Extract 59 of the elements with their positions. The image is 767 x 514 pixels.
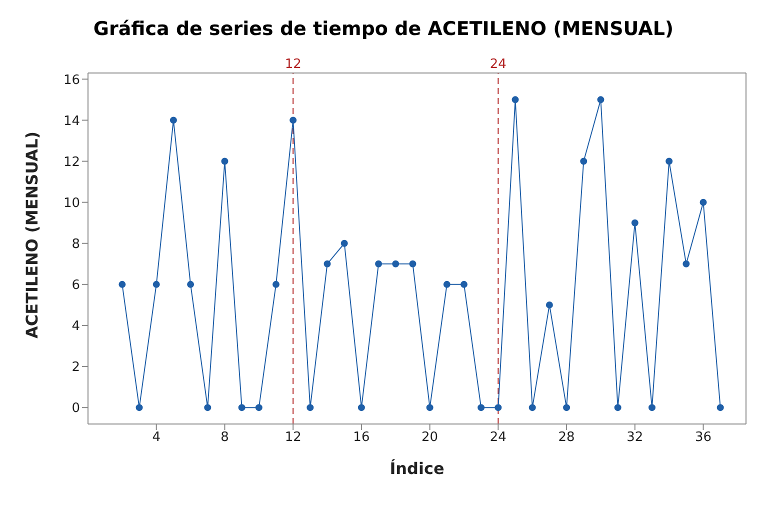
- chart-title: Gráfica de series de tiempo de ACETILENO (MENSUAL): [92, 18, 675, 40]
- x-tick-label: 28: [558, 430, 575, 446]
- x-tick-label: 24: [490, 430, 506, 446]
- y-axis-title: ACETILENO (MENSUAL): [22, 131, 42, 338]
- point: [409, 260, 416, 268]
- point: [426, 404, 434, 412]
- point: [324, 260, 331, 268]
- y-tick-label: 6: [72, 278, 80, 294]
- y-tick-label: 8: [72, 236, 80, 252]
- point: [358, 404, 365, 412]
- y-tick-label: 14: [63, 114, 80, 129]
- point: [290, 116, 297, 124]
- x-tick-label: 12: [284, 430, 302, 446]
- point: [204, 404, 212, 412]
- point: [597, 96, 604, 104]
- point: [563, 404, 570, 412]
- point: [716, 404, 724, 412]
- point: [392, 260, 400, 268]
- y-tick-label: 16: [63, 72, 80, 88]
- point: [170, 116, 177, 124]
- point: [375, 260, 382, 268]
- point: [700, 198, 707, 206]
- x-tick-label: 4: [152, 430, 161, 446]
- point: [580, 158, 588, 165]
- y-tick-label: 2: [72, 360, 80, 376]
- point: [512, 96, 519, 104]
- point: [221, 158, 228, 165]
- point: [118, 280, 126, 288]
- point: [494, 404, 502, 412]
- point: [682, 260, 690, 268]
- point: [666, 158, 673, 165]
- point: [443, 280, 450, 288]
- x-tick-label: 36: [695, 430, 712, 446]
- point: [546, 301, 553, 308]
- x-tick-label: 32: [626, 430, 644, 446]
- y-tick-label: 10: [63, 196, 80, 211]
- ref-line-label: 24: [490, 57, 506, 72]
- point: [631, 219, 638, 226]
- point: [152, 280, 160, 288]
- y-tick-label: 0: [72, 401, 80, 416]
- y-tick-label: 4: [72, 319, 80, 334]
- point: [136, 404, 143, 412]
- point: [340, 240, 348, 247]
- x-tick-label: 16: [353, 430, 370, 446]
- point: [528, 404, 536, 412]
- x-axis-title: Índice: [390, 459, 444, 478]
- ref-line-label: 12: [284, 57, 302, 72]
- point: [478, 404, 485, 412]
- point: [272, 280, 280, 288]
- point: [648, 404, 656, 412]
- x-tick-label: 20: [422, 430, 438, 446]
- point: [306, 404, 314, 412]
- point: [255, 404, 262, 412]
- point: [614, 404, 622, 412]
- x-tick-label: 8: [220, 430, 229, 446]
- point: [187, 280, 194, 288]
- point: [460, 280, 468, 288]
- y-tick-label: 12: [63, 154, 80, 170]
- point: [238, 404, 246, 412]
